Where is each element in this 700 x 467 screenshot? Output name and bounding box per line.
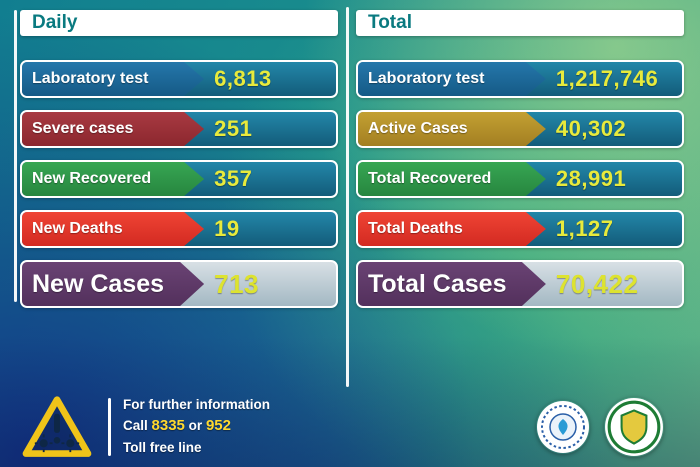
stat-value: 19 [204,212,336,246]
call-word: Call [123,418,148,434]
stat-label: Total Cases [358,262,546,306]
stat-value-text: 713 [214,268,259,299]
stat-value-text: 40,302 [555,116,627,141]
stat-label-text: New Cases [32,269,165,298]
or-word: or [188,418,203,434]
footer-logos [536,397,664,457]
stat-value-text: 28,991 [555,166,627,191]
stat-label-text: Laboratory test [368,70,485,87]
stat-value: 1,127 [546,212,682,246]
row-total-cases: Total Cases 70,422 [356,260,684,308]
footer-divider [108,397,111,456]
stat-label: Laboratory test [358,62,546,96]
stat-label: Laboratory test [22,62,204,96]
row-daily-severe-cases: Severe cases 251 [20,110,338,148]
stat-value-text: 251 [214,116,253,141]
row-total-recovered: Total Recovered 28,991 [356,160,684,198]
row-daily-laboratory-test: Laboratory test 6,813 [20,60,338,98]
stat-value-text: 6,813 [214,66,272,91]
daily-header: Daily [20,10,338,36]
center-divider [346,7,349,387]
stat-label-text: New Deaths [32,220,123,237]
stat-label: Active Cases [358,112,546,146]
stat-label: Total Deaths [358,212,546,246]
total-header: Total [356,10,684,36]
phone-number-2: 952 [205,417,231,435]
stat-label: Total Recovered [358,162,546,196]
footer-line3: Toll free line [123,439,202,455]
stat-value: 713 [204,262,336,306]
stat-label: New Cases [22,262,204,306]
footer: For further information Call 8335 or 952… [0,386,700,467]
stat-value-text: 70,422 [555,268,639,299]
daily-panel: Daily Laboratory test 6,813 Severe cases… [20,10,338,320]
stat-label: Severe cases [22,112,204,146]
total-header-label: Total [368,12,412,33]
stat-label-text: Total Recovered [368,170,492,187]
stat-label-text: Severe cases [32,120,134,137]
daily-header-label: Daily [32,12,78,33]
stat-value-text: 357 [214,166,253,191]
footer-line2: Call 8335 or 952 [123,415,270,438]
stat-label-text: Laboratory test [32,70,149,87]
stat-value: 1,217,746 [546,62,682,96]
row-total-active-cases: Active Cases 40,302 [356,110,684,148]
stat-value: 251 [204,112,336,146]
stat-value: 40,302 [546,112,682,146]
stat-label: New Recovered [22,162,204,196]
stat-label-text: New Recovered [32,170,152,187]
stat-value: 28,991 [546,162,682,196]
row-total-deaths: Total Deaths 1,127 [356,210,684,248]
stat-label-text: Total Deaths [368,220,463,237]
stat-value: 6,813 [204,62,336,96]
stat-value: 357 [204,162,336,196]
stat-value-text: 1,127 [555,216,614,241]
row-total-laboratory-test: Laboratory test 1,217,746 [356,60,684,98]
stat-label-text: Total Cases [368,269,507,298]
stat-label-text: Active Cases [368,120,468,137]
footer-line1: For further information [123,397,270,412]
row-daily-new-deaths: New Deaths 19 [20,210,338,248]
phone-number-1: 8335 [151,417,185,435]
row-daily-new-recovered: New Recovered 357 [20,160,338,198]
ministry-of-health-logo [537,400,589,453]
footer-info-text: For further information Call 8335 or 952… [123,395,270,458]
total-panel: Total Laboratory test 1,217,746 Active C… [356,10,684,320]
stat-value-text: 19 [214,216,240,241]
warning-triangle-icon [20,393,94,461]
row-daily-new-cases: New Cases 713 [20,260,338,308]
left-edge-divider [14,10,17,302]
stat-value-text: 1,217,746 [555,66,659,91]
stat-label: New Deaths [22,212,204,246]
stat-value: 70,422 [546,262,682,306]
public-health-institute-logo [605,397,663,456]
